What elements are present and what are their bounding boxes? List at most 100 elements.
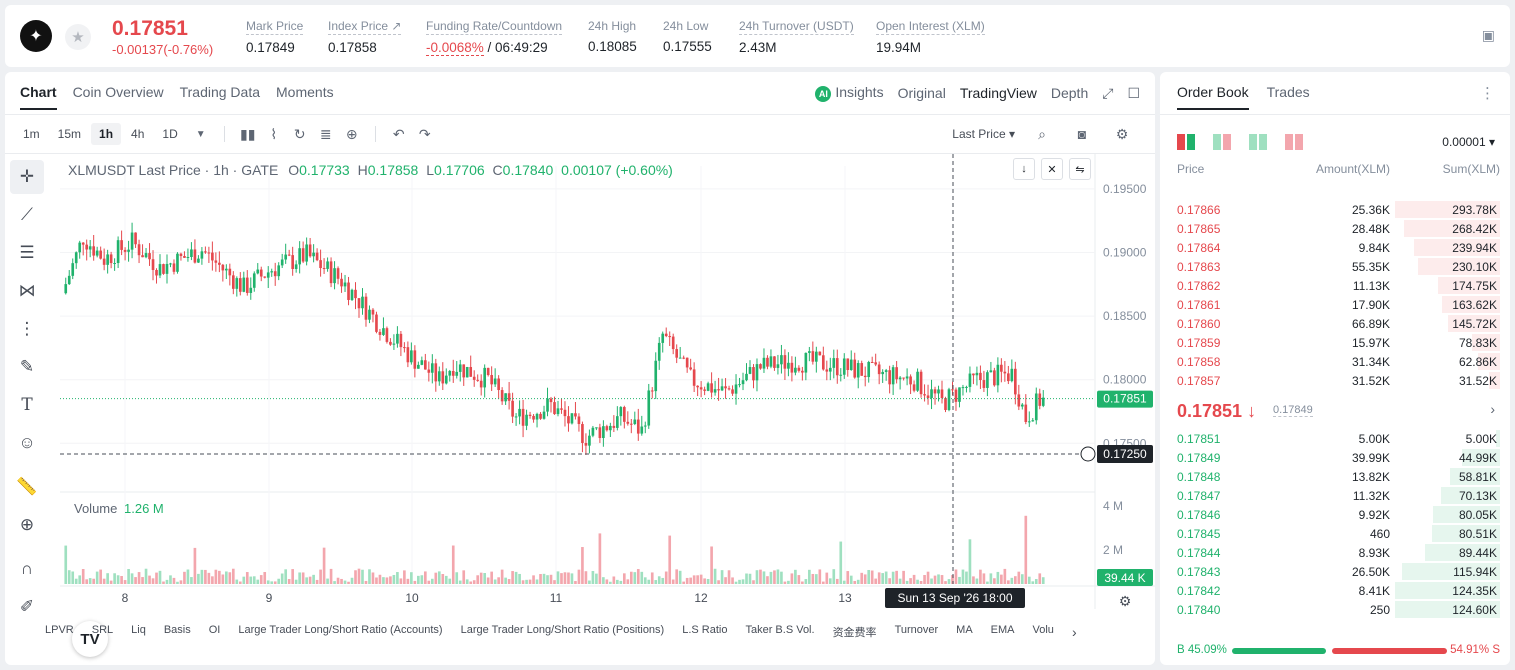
- pencil-lock-icon[interactable]: ✐: [19, 597, 35, 616]
- expand-icon[interactable]: ⤢: [1102, 84, 1114, 101]
- indicator-tab[interactable]: 资金费率: [832, 627, 877, 639]
- timeframe-1m[interactable]: 1m: [23, 127, 40, 141]
- ruler-icon[interactable]: 📏: [16, 477, 38, 496]
- arrow-down-icon[interactable]: ↓: [1013, 158, 1035, 180]
- favorite-star-icon[interactable]: ★: [65, 24, 91, 50]
- ask-row[interactable]: 0.17857 31.52K 31.52K: [1160, 371, 1510, 390]
- tab-moments[interactable]: Moments: [276, 84, 334, 100]
- fib-icon[interactable]: ⋮: [18, 319, 36, 338]
- price-type-select[interactable]: Last Price ▾: [952, 127, 1015, 141]
- indicator-tab[interactable]: MA: [956, 624, 973, 636]
- bid-row[interactable]: 0.17842 8.41K 124.35K: [1160, 581, 1510, 600]
- indicator-tab[interactable]: Turnover: [894, 624, 939, 636]
- indicator-tab[interactable]: OI: [208, 624, 221, 636]
- redo-icon[interactable]: ↷: [418, 125, 431, 142]
- camera-icon[interactable]: ◙: [1077, 126, 1087, 142]
- timeframe-4h[interactable]: 4h: [131, 127, 145, 141]
- tab-trading-data[interactable]: Trading Data: [179, 84, 261, 100]
- tradingview-logo-icon[interactable]: TV: [72, 621, 108, 657]
- horizontal-lines-icon[interactable]: ☰: [19, 243, 35, 262]
- bid-row[interactable]: 0.17840 250 124.60K: [1160, 600, 1510, 619]
- indicator-tab[interactable]: SRL: [91, 624, 114, 636]
- view-asks-icon[interactable]: [1285, 134, 1303, 150]
- ask-row[interactable]: 0.17864 9.84K 239.94K: [1160, 238, 1510, 257]
- crosshair-icon[interactable]: ✛: [10, 160, 44, 194]
- ask-row[interactable]: 0.17861 17.90K 163.62K: [1160, 295, 1510, 314]
- tab-chart[interactable]: Chart: [20, 84, 57, 110]
- tab-trades[interactable]: Trades: [1266, 84, 1310, 100]
- indicator-tab[interactable]: LPVR: [45, 624, 74, 636]
- bid-row[interactable]: 0.17844 8.93K 89.44K: [1160, 543, 1510, 562]
- chevron-right-icon[interactable]: ›: [1490, 401, 1495, 417]
- undo-icon[interactable]: ↶: [392, 125, 405, 142]
- view-tradingview[interactable]: TradingView: [959, 85, 1037, 101]
- view-both-icon[interactable]: [1177, 134, 1195, 150]
- collapse-icon[interactable]: ✕: [1041, 158, 1063, 180]
- view-original[interactable]: Original: [897, 85, 946, 101]
- volume-bar: [755, 570, 759, 584]
- bid-row[interactable]: 0.17843 26.50K 115.94K: [1160, 562, 1510, 581]
- magnet-icon[interactable]: ∩: [20, 559, 34, 578]
- zoom-in-icon[interactable]: ⊕: [19, 515, 35, 534]
- indicators-icon[interactable]: ⌇: [270, 125, 278, 142]
- settings-gear-icon[interactable]: ⚙: [1115, 125, 1129, 142]
- indicator-tab[interactable]: EMA: [990, 624, 1015, 636]
- text-icon[interactable]: T: [21, 395, 33, 415]
- stat-label[interactable]: Open Interest (XLM): [876, 19, 985, 35]
- bid-row[interactable]: 0.17849 39.99K 44.99K: [1160, 448, 1510, 467]
- axis-settings-icon[interactable]: ⚙: [1119, 593, 1132, 609]
- notes-icon[interactable]: ▣: [1481, 27, 1495, 43]
- ask-row[interactable]: 0.17862 11.13K 174.75K: [1160, 276, 1510, 295]
- tab-coin-overview[interactable]: Coin Overview: [72, 84, 164, 100]
- view-bids-icon[interactable]: [1249, 134, 1267, 150]
- stat-label[interactable]: 24h Turnover (USDT): [739, 19, 854, 35]
- bid-row[interactable]: 0.17851 5.00K 5.00K: [1160, 429, 1510, 448]
- tab-order-book[interactable]: Order Book: [1177, 84, 1249, 110]
- maximize-icon[interactable]: ⇋: [1069, 158, 1091, 180]
- replay-icon[interactable]: ↻: [293, 125, 306, 142]
- candle-type-icon[interactable]: ▮▮: [240, 125, 256, 142]
- indicator-tab[interactable]: Large Trader Long/Short Ratio (Positions…: [460, 624, 665, 636]
- more-icon[interactable]: ⋮: [1480, 85, 1495, 102]
- timeframe-1h[interactable]: 1h: [91, 123, 122, 145]
- timeframe-dropdown-icon[interactable]: ▼: [195, 128, 206, 140]
- brush-icon[interactable]: ✎: [19, 357, 35, 376]
- pattern-icon[interactable]: ⋈: [18, 281, 36, 300]
- indicator-tab[interactable]: Large Trader Long/Short Ratio (Accounts): [238, 624, 443, 636]
- ask-row[interactable]: 0.17863 55.35K 230.10K: [1160, 257, 1510, 276]
- ask-row[interactable]: 0.17858 31.34K 62.86K: [1160, 352, 1510, 371]
- bid-row[interactable]: 0.17846 9.92K 80.05K: [1160, 505, 1510, 524]
- search-icon[interactable]: ⌕: [1038, 125, 1046, 142]
- stat-label[interactable]: Index Price ↗: [328, 19, 402, 35]
- trend-line-icon[interactable]: ⟋: [21, 205, 33, 224]
- ask-row[interactable]: 0.17865 28.48K 268.42K: [1160, 219, 1510, 238]
- stat-label[interactable]: Funding Rate/Countdown: [426, 19, 563, 35]
- volume-bar: [926, 571, 930, 584]
- view-split-icon[interactable]: [1213, 134, 1231, 150]
- precision-select[interactable]: 0.00001 ▾: [1442, 135, 1495, 149]
- timeframe-15m[interactable]: 15m: [57, 127, 82, 141]
- indicator-tab[interactable]: Volu: [1032, 624, 1054, 636]
- indicator-tab[interactable]: Basis: [163, 624, 191, 636]
- add-alert-icon[interactable]: ⊕: [345, 125, 358, 142]
- view-insights[interactable]: AI Insights: [815, 84, 884, 102]
- ask-row[interactable]: 0.17866 25.36K 293.78K: [1160, 200, 1510, 219]
- timeframe-1d[interactable]: 1D: [162, 127, 178, 141]
- ask-row[interactable]: 0.17859 15.97K 78.83K: [1160, 333, 1510, 352]
- ask-row[interactable]: 0.17860 66.89K 145.72K: [1160, 314, 1510, 333]
- indicator-tab[interactable]: Liq: [131, 624, 146, 636]
- indicator-tab[interactable]: Taker B.S Vol.: [745, 624, 815, 636]
- sell-ratio: 54.91% S: [1450, 644, 1500, 656]
- indicator-tab[interactable]: L.S Ratio: [682, 624, 728, 636]
- scroll-right-icon[interactable]: ›: [1071, 624, 1077, 640]
- bid-row[interactable]: 0.17848 13.82K 58.81K: [1160, 467, 1510, 486]
- window-icon[interactable]: ☐: [1127, 84, 1140, 101]
- bid-row[interactable]: 0.17847 11.32K 70.13K: [1160, 486, 1510, 505]
- template-icon[interactable]: ≣: [319, 125, 332, 142]
- bid-row[interactable]: 0.17845 460 80.51K: [1160, 524, 1510, 543]
- view-depth[interactable]: Depth: [1050, 85, 1089, 101]
- funding-rate-value[interactable]: -0.0068%: [426, 40, 484, 56]
- stat-label[interactable]: Mark Price: [246, 19, 304, 35]
- emoji-icon[interactable]: ☺: [18, 433, 36, 452]
